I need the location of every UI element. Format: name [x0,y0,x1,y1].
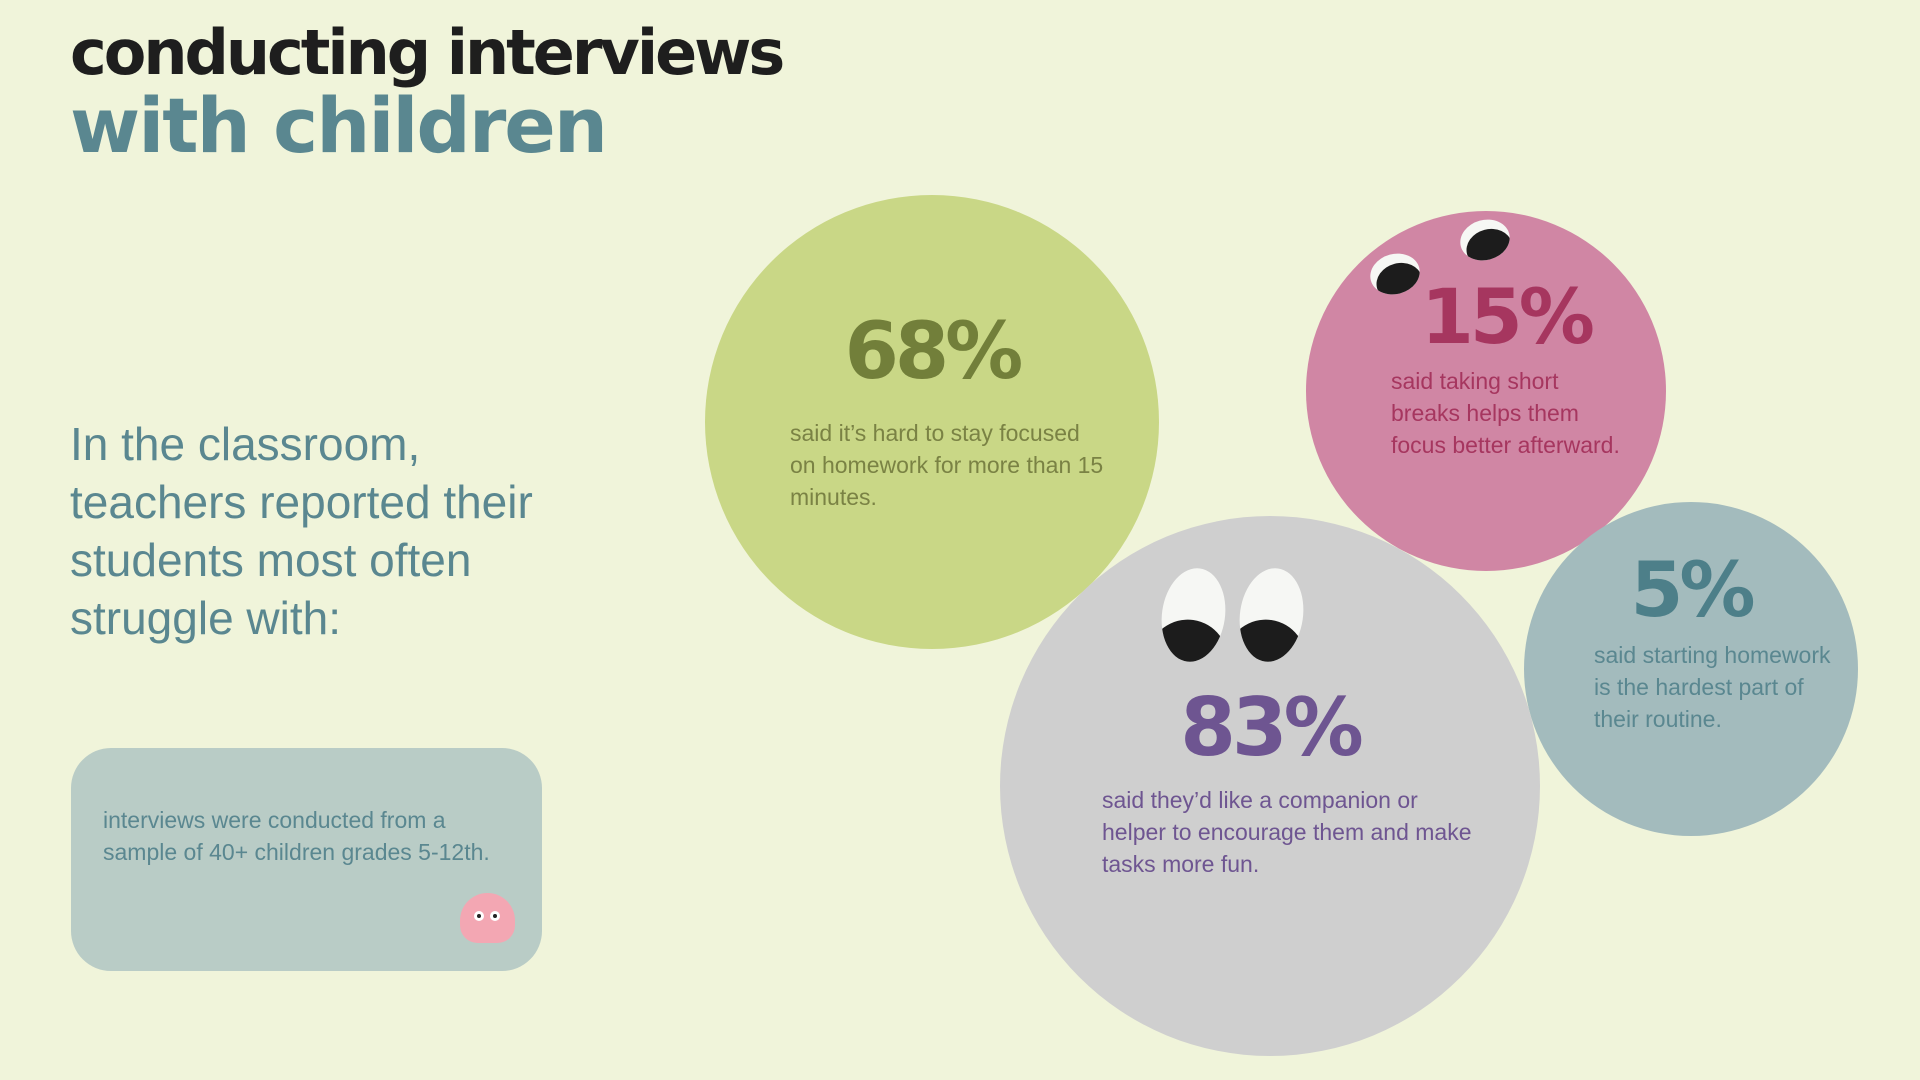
stat-description: said starting homework is the hardest pa… [1594,642,1831,732]
stat-bubble-68: 68% said it’s hard to stay focused on ho… [705,195,1159,649]
intro-text: In the classroom, teachers reported thei… [70,418,533,644]
stat-value: 68% [844,307,1024,397]
stat-value: 83% [1180,681,1363,774]
stat-value: 5% [1630,545,1755,634]
sample-note-text: interviews were conducted from a sample … [103,807,490,865]
stat-description: said taking short breaks helps them focu… [1391,368,1620,458]
stat-bubble-15: 15% said taking short breaks helps them … [1306,211,1666,571]
title-line-2: with children [70,81,608,170]
ghost-icon [460,893,515,943]
sample-note-card: interviews were conducted from a sample … [71,748,542,971]
stat-description: said they’d like a companion or helper t… [1102,787,1472,877]
stat-value: 15% [1421,272,1595,361]
stat-description: said it’s hard to stay focused on homewo… [790,420,1104,510]
stat-bubble-5: 5% said starting homework is the hardest… [1524,502,1858,836]
title-line-1: conducting interviews [70,16,785,89]
